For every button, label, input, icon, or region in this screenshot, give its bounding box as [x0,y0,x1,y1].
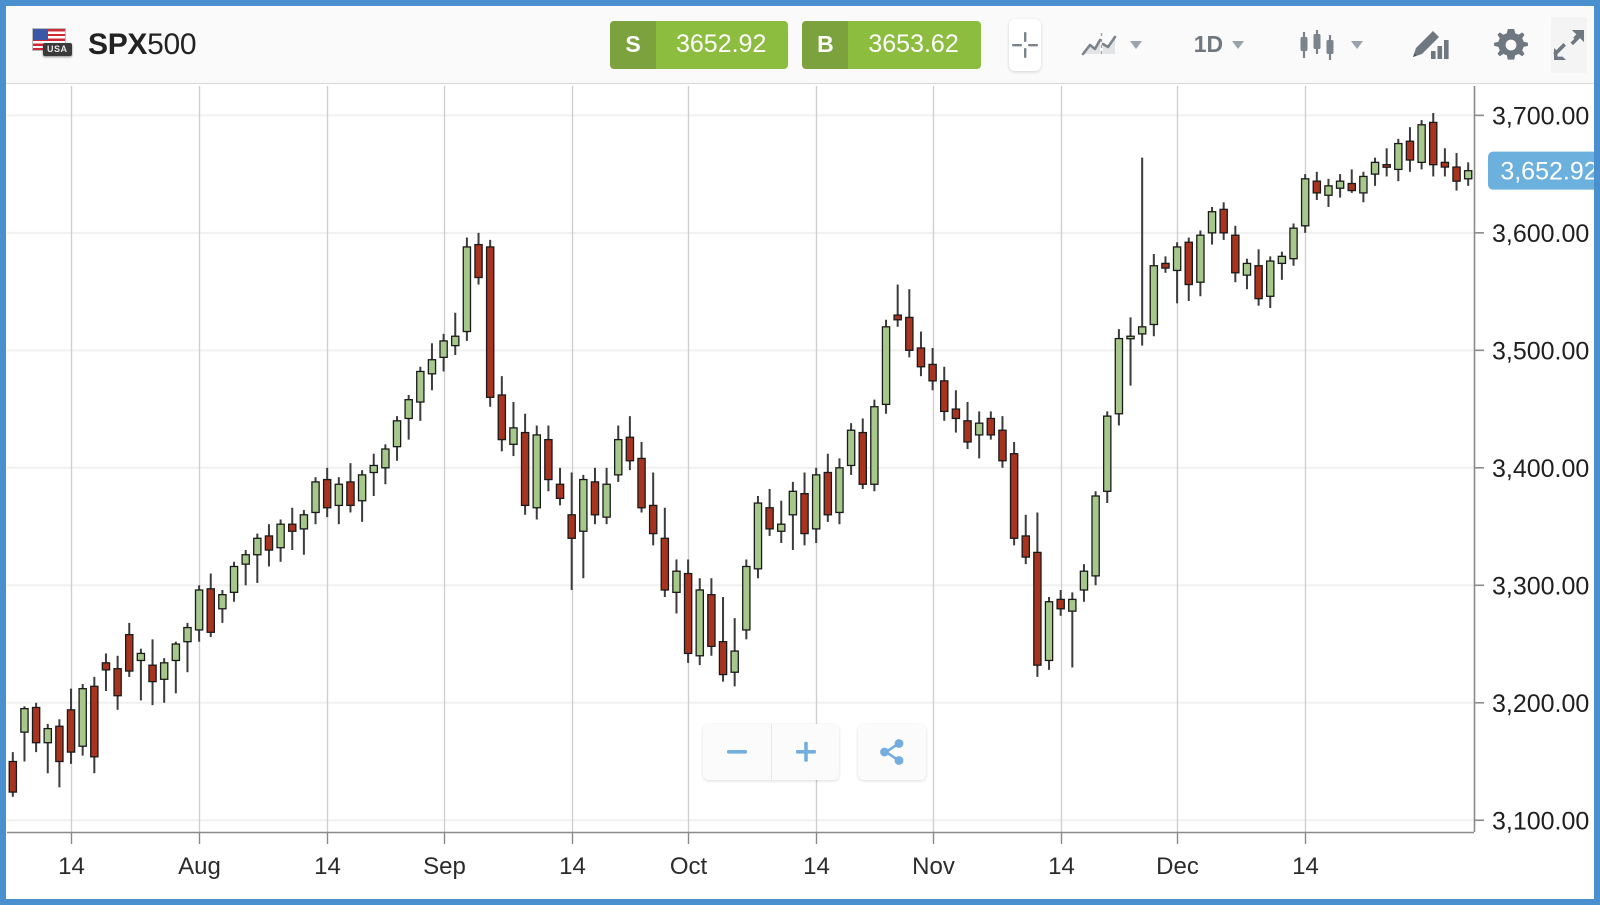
buy-side-label: B [802,20,849,69]
svg-text:Nov: Nov [912,853,955,880]
timeframe-label: 1D [1193,31,1224,57]
chevron-down-icon [1129,40,1142,49]
buy-price: 3653.62 [848,20,981,69]
svg-text:3,300.00: 3,300.00 [1492,572,1589,600]
svg-text:Dec: Dec [1156,853,1199,880]
symbol-name: SPX500 [88,27,197,62]
svg-text:3,700.00: 3,700.00 [1492,102,1589,130]
svg-text:14: 14 [803,853,830,880]
svg-text:Aug: Aug [178,853,221,880]
svg-text:14: 14 [559,853,586,880]
svg-text:Oct: Oct [670,853,708,880]
svg-text:3,400.00: 3,400.00 [1492,455,1589,483]
drawing-tools-button[interactable] [1389,6,1471,83]
plus-icon [795,741,816,762]
zoom-in-button[interactable] [771,724,839,780]
crosshair-tool-button[interactable] [1008,18,1041,71]
candle-style-selector[interactable] [1270,6,1389,83]
flag-country-label: USA [43,42,72,56]
svg-text:3,652.92: 3,652.92 [1500,158,1594,186]
sell-side-label: S [610,20,656,69]
svg-text:3,500.00: 3,500.00 [1492,337,1589,365]
top-toolbar: USA SPX500 S 3652.92 B 3653.62 [6,6,1594,84]
fullscreen-button[interactable] [1551,16,1588,73]
share-icon [880,739,904,765]
chevron-down-icon [1232,40,1245,49]
symbol-prefix: SPX [88,27,148,61]
sell-button[interactable]: S 3652.92 [610,20,789,69]
sell-price: 3652.92 [656,20,789,69]
timeframe-selector[interactable]: 1D [1168,6,1270,83]
symbol-block[interactable]: USA SPX500 [6,6,596,83]
svg-text:3,100.00: 3,100.00 [1492,807,1589,835]
svg-text:3,600.00: 3,600.00 [1492,220,1589,248]
svg-text:14: 14 [1048,853,1075,880]
buy-button[interactable]: B 3653.62 [802,20,981,69]
svg-text:Sep: Sep [423,853,466,880]
line-area-chart-icon [1081,32,1117,57]
usa-flag-icon: USA [32,27,72,62]
zoom-out-button[interactable] [703,724,771,780]
svg-text:14: 14 [58,853,85,880]
crosshair-icon [1011,31,1038,58]
minus-icon [727,750,747,754]
chart-type-selector[interactable] [1055,6,1168,83]
settings-button[interactable] [1471,6,1551,83]
chart-area[interactable]: 14 Aug 14 Sep 14 Oct 14 Nov 14 Dec 14 3,100.00 3,200… [6,84,1594,899]
zoom-group [703,724,839,780]
expand-arrows-icon [1553,29,1585,60]
svg-text:14: 14 [314,853,341,880]
svg-text:14: 14 [1292,853,1319,880]
gear-icon [1494,28,1529,60]
pencil-chart-icon [1413,30,1449,59]
candlestick-icon [1300,29,1334,60]
chevron-down-icon [1351,40,1364,49]
svg-text:3,200.00: 3,200.00 [1492,690,1589,718]
symbol-suffix: 500 [147,27,197,61]
chart-controls [703,724,926,780]
share-button[interactable] [858,724,926,780]
price-chart-svg[interactable]: 14 Aug 14 Sep 14 Oct 14 Nov 14 Dec 14 3,100.00 3,200… [6,84,1594,899]
